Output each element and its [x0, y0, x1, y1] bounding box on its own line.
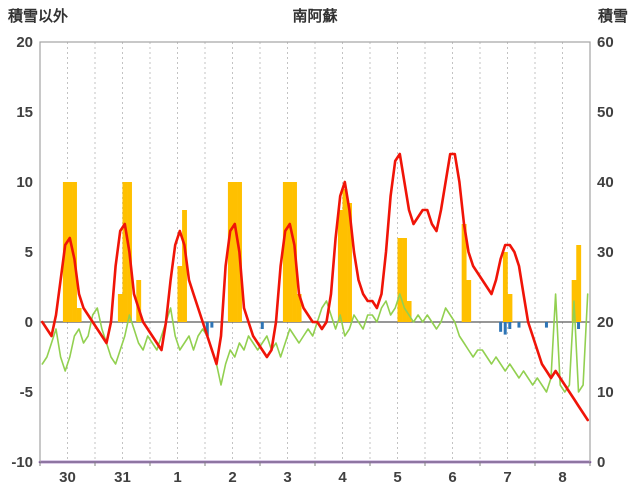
orange-bars [397, 238, 403, 322]
red-line [40, 152, 590, 422]
orange-bars [227, 182, 233, 322]
orange-bars [347, 203, 352, 322]
blue-bars [544, 322, 548, 328]
orange-bars [296, 294, 302, 322]
x-axis-label: 6 [448, 469, 456, 486]
x-axis-label: 1 [173, 469, 181, 486]
blue-bars [210, 322, 214, 328]
left-axis-tick-label: 0 [25, 314, 33, 331]
orange-bars [502, 252, 508, 322]
left-axis-tick-label: 10 [16, 174, 33, 191]
orange-bars [507, 294, 513, 322]
blue-bars [517, 322, 521, 328]
orange-bars [232, 182, 238, 322]
orange-bars [282, 182, 288, 322]
x-axis-label: 7 [503, 469, 511, 486]
orange-bars [122, 182, 128, 322]
x-axis-label: 8 [558, 469, 566, 486]
blue-bars [508, 322, 512, 329]
right-axis-tick-label: 10 [597, 384, 614, 401]
orange-bars [576, 245, 582, 322]
right-axis-tick-label: 50 [597, 104, 614, 121]
right-axis-tick-label: 40 [597, 174, 614, 191]
right-axis-tick-label: 60 [597, 34, 614, 51]
orange-bars [337, 210, 343, 322]
x-axis-label: 3 [283, 469, 291, 486]
orange-bars [461, 224, 467, 322]
x-axis-label: 31 [114, 469, 131, 486]
blue-bars [205, 322, 209, 336]
orange-bars [402, 238, 407, 322]
orange-bars [177, 266, 183, 322]
x-axis-label: 5 [393, 469, 401, 486]
left-axis-tick-label: 20 [16, 34, 33, 51]
left-axis-tick-label: 5 [25, 244, 33, 261]
chart-title: 南阿蘇 [292, 7, 337, 25]
blue-bars [577, 322, 581, 329]
right-axis-tick-label: 0 [597, 454, 605, 471]
orange-bars [287, 182, 293, 322]
right-axis-tick-label: 30 [597, 244, 614, 261]
orange-bars [72, 182, 77, 322]
green-line [41, 293, 589, 393]
left-axis-tick-label: -5 [20, 384, 33, 401]
left-axis-tick-label: -10 [11, 454, 33, 471]
orange-bars [182, 210, 187, 322]
x-axis-label: 2 [228, 469, 236, 486]
orange-bars [67, 182, 73, 322]
blue-bars [499, 322, 503, 332]
left-axis-title: 積雪以外 [7, 7, 68, 25]
x-axis-label: 4 [338, 469, 347, 486]
blue-bars [503, 322, 507, 335]
orange-bars [342, 189, 348, 322]
blue-bars [260, 322, 264, 329]
orange-bars [76, 308, 82, 322]
orange-bars [406, 301, 412, 322]
left-axis-tick-label: 15 [16, 104, 33, 121]
orange-bars [117, 294, 123, 322]
x-axis-label: 30 [59, 469, 76, 486]
orange-bars [466, 280, 472, 322]
orange-bars [136, 280, 142, 322]
right-axis-tick-label: 20 [597, 314, 614, 331]
right-axis-title: 積雪 [597, 7, 628, 25]
